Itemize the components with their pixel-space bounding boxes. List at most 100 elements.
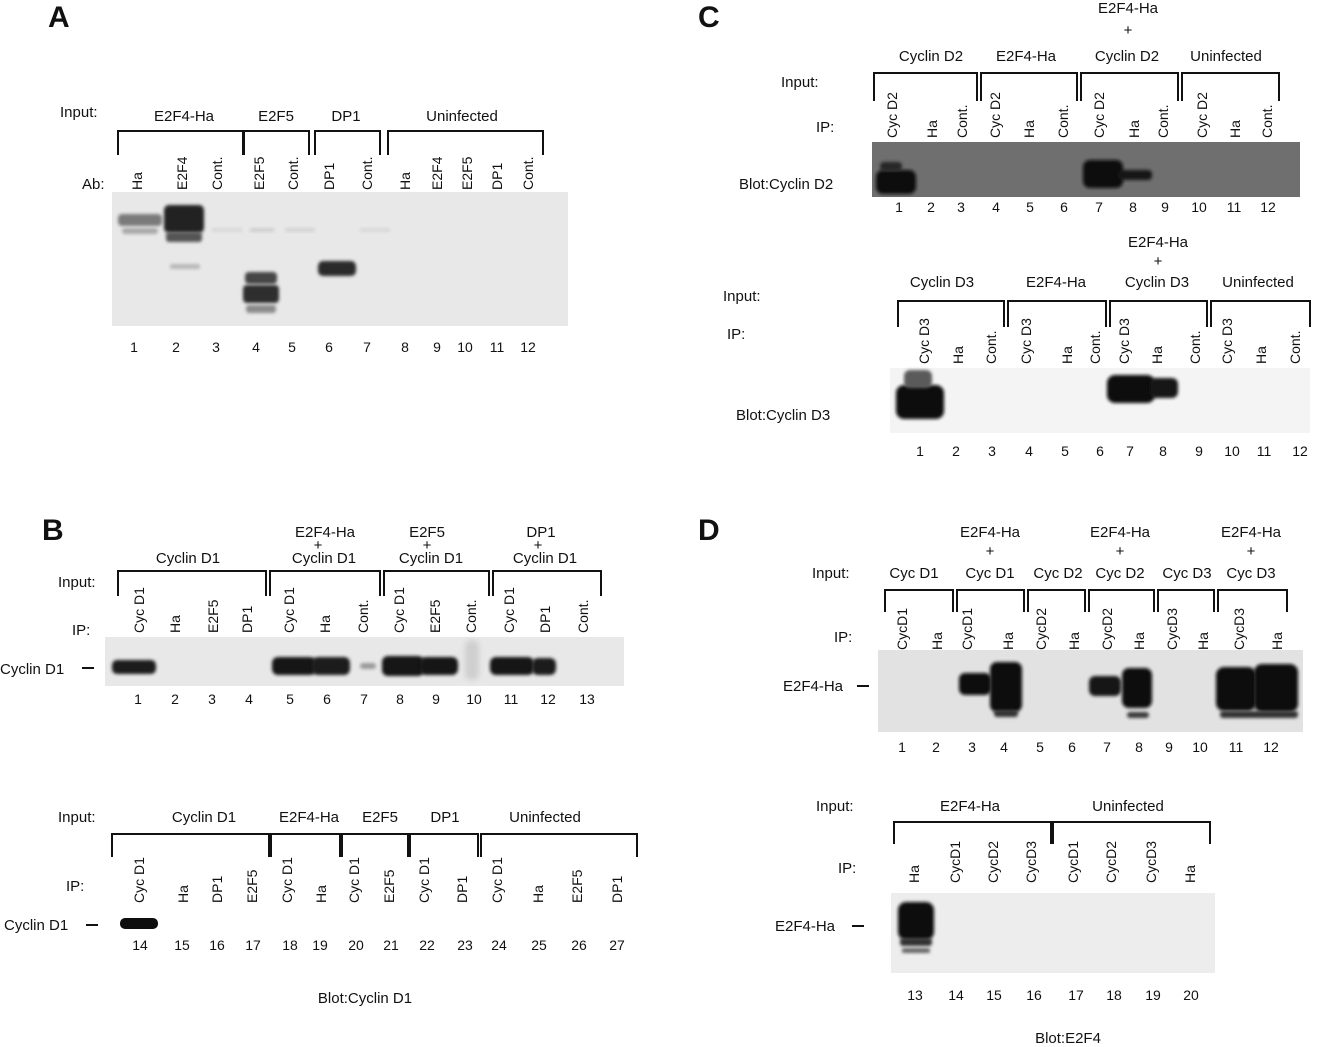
svg-text:16: 16 [209, 937, 225, 953]
blot-label: Blot:Cyclin D3 [736, 407, 830, 424]
group-label-cyclin-d2: Cyclin D2 [1095, 48, 1159, 65]
group-label-cyclin-d1: Cyclin D1 [399, 550, 463, 567]
group-bracket [1080, 72, 1179, 101]
svg-text:3: 3 [957, 199, 965, 215]
panel-d-top: D Input: IP: Cyc D1 E2F4-Ha + Cyc D1 Cyc… [698, 514, 1303, 755]
group-label-e2f4-ha: E2F4-Ha [1221, 524, 1282, 541]
group-bracket [884, 589, 954, 612]
ip-row-label: IP: [66, 878, 84, 895]
band-label-cyclin-d1: Cyclin D1 [0, 661, 64, 678]
gel-image [891, 893, 1215, 973]
lane-label: Ha [1269, 632, 1285, 650]
lane-label: Ha [1182, 865, 1198, 883]
svg-text:10: 10 [1192, 739, 1208, 755]
svg-text:2: 2 [927, 199, 935, 215]
svg-text:22: 22 [419, 937, 435, 953]
svg-text:14: 14 [132, 937, 148, 953]
input-row-label: Input: [60, 104, 98, 121]
gel-image [105, 637, 624, 686]
svg-text:10: 10 [1224, 443, 1240, 459]
group-label-cyclin-d1: Cyclin D1 [292, 550, 356, 567]
svg-text:3: 3 [988, 443, 996, 459]
group-bracket [980, 72, 1078, 101]
svg-text:2: 2 [172, 339, 180, 355]
group-bracket [893, 821, 1052, 844]
lane-label: E2F5 [244, 869, 260, 903]
lane-label: Ha [313, 885, 329, 903]
gel-image [878, 650, 1303, 732]
group-label-uninfected: Uninfected [1222, 274, 1294, 291]
group-bracket [480, 833, 638, 857]
svg-text:1: 1 [916, 443, 924, 459]
lane-label: CycD1 [959, 608, 975, 650]
group-label-uninfected: Uninfected [426, 108, 498, 125]
lane-label: Cyc D2 [1194, 92, 1210, 138]
group-bracket [492, 570, 602, 596]
lane-label: CycD1 [947, 841, 963, 883]
lane-label: CycD2 [1033, 608, 1049, 650]
group-bracket [117, 130, 245, 155]
group-bracket [897, 300, 1005, 327]
svg-text:3: 3 [968, 739, 976, 755]
lane-label: Cont. [520, 157, 536, 190]
group-bracket [1217, 589, 1288, 612]
lane-label: DP1 [537, 606, 553, 633]
band-label-e2f4-ha: E2F4-Ha [783, 678, 844, 695]
lane-label: Cont. [1287, 331, 1303, 364]
panel-letter-a: A [48, 1, 70, 34]
group-bracket [270, 833, 341, 857]
lane-label: CycD3 [1164, 608, 1180, 650]
lane-label: Cont. [1055, 105, 1071, 138]
svg-text:7: 7 [363, 339, 371, 355]
svg-text:7: 7 [1103, 739, 1111, 755]
group-label-cyc-d1: Cyc D1 [889, 565, 938, 582]
ip-row-label: IP: [838, 860, 856, 877]
lane-label: Cyc D3 [1219, 318, 1235, 364]
lane-numbers: 1 2 3 4 5 6 7 8 9 10 11 12 [898, 739, 1279, 755]
lane-label: Cont. [359, 157, 375, 190]
svg-text:4: 4 [1000, 739, 1008, 755]
svg-text:12: 12 [1292, 443, 1308, 459]
group-label-e2f4-ha: E2F4-Ha [279, 809, 340, 826]
svg-text:11: 11 [490, 339, 505, 355]
svg-text:18: 18 [1106, 987, 1122, 1003]
lane-label: Ha [1149, 346, 1165, 364]
group-label-cyc-d2: Cyc D2 [1095, 565, 1144, 582]
lane-label: CycD2 [985, 841, 1001, 883]
svg-text:7: 7 [1095, 199, 1103, 215]
lane-numbers: 1 2 3 4 5 6 7 8 9 10 11 12 [916, 443, 1308, 459]
svg-text:21: 21 [383, 937, 399, 953]
lane-label: Cyc D2 [1091, 92, 1107, 138]
svg-text:13: 13 [579, 691, 595, 707]
lane-label: E2F5 [569, 869, 585, 903]
lane-label: E2F5 [381, 869, 397, 903]
svg-text:10: 10 [1191, 199, 1207, 215]
svg-text:20: 20 [1183, 987, 1199, 1003]
plus-sign: + [534, 537, 543, 554]
group-bracket [1210, 300, 1311, 327]
group-bracket [117, 570, 267, 596]
svg-text:4: 4 [1025, 443, 1033, 459]
svg-text:12: 12 [1260, 199, 1276, 215]
lane-label: CycD3 [1143, 841, 1159, 883]
group-label-e2f4-ha: E2F4-Ha [295, 524, 356, 541]
lane-label: Ha [397, 172, 413, 190]
group-bracket [341, 833, 409, 857]
group-bracket [314, 130, 381, 155]
svg-text:8: 8 [396, 691, 404, 707]
plus-sign: + [1124, 22, 1133, 39]
svg-text:3: 3 [212, 339, 220, 355]
group-bracket [1007, 300, 1107, 327]
lane-label: Ha [530, 885, 546, 903]
ab-row-label: Ab: [82, 176, 105, 193]
ip-row-label: IP: [816, 119, 834, 136]
svg-text:12: 12 [540, 691, 556, 707]
svg-text:6: 6 [325, 339, 333, 355]
gel-image [872, 142, 1300, 197]
panel-c-top: C Input: IP: Cyclin D2 E2F4-Ha E2F4-Ha +… [698, 0, 1300, 215]
plus-sign: + [314, 537, 323, 554]
input-row-label: Input: [723, 288, 761, 305]
group-label-e2f4-ha: E2F4-Ha [940, 798, 1001, 815]
svg-text:11: 11 [1227, 199, 1242, 215]
